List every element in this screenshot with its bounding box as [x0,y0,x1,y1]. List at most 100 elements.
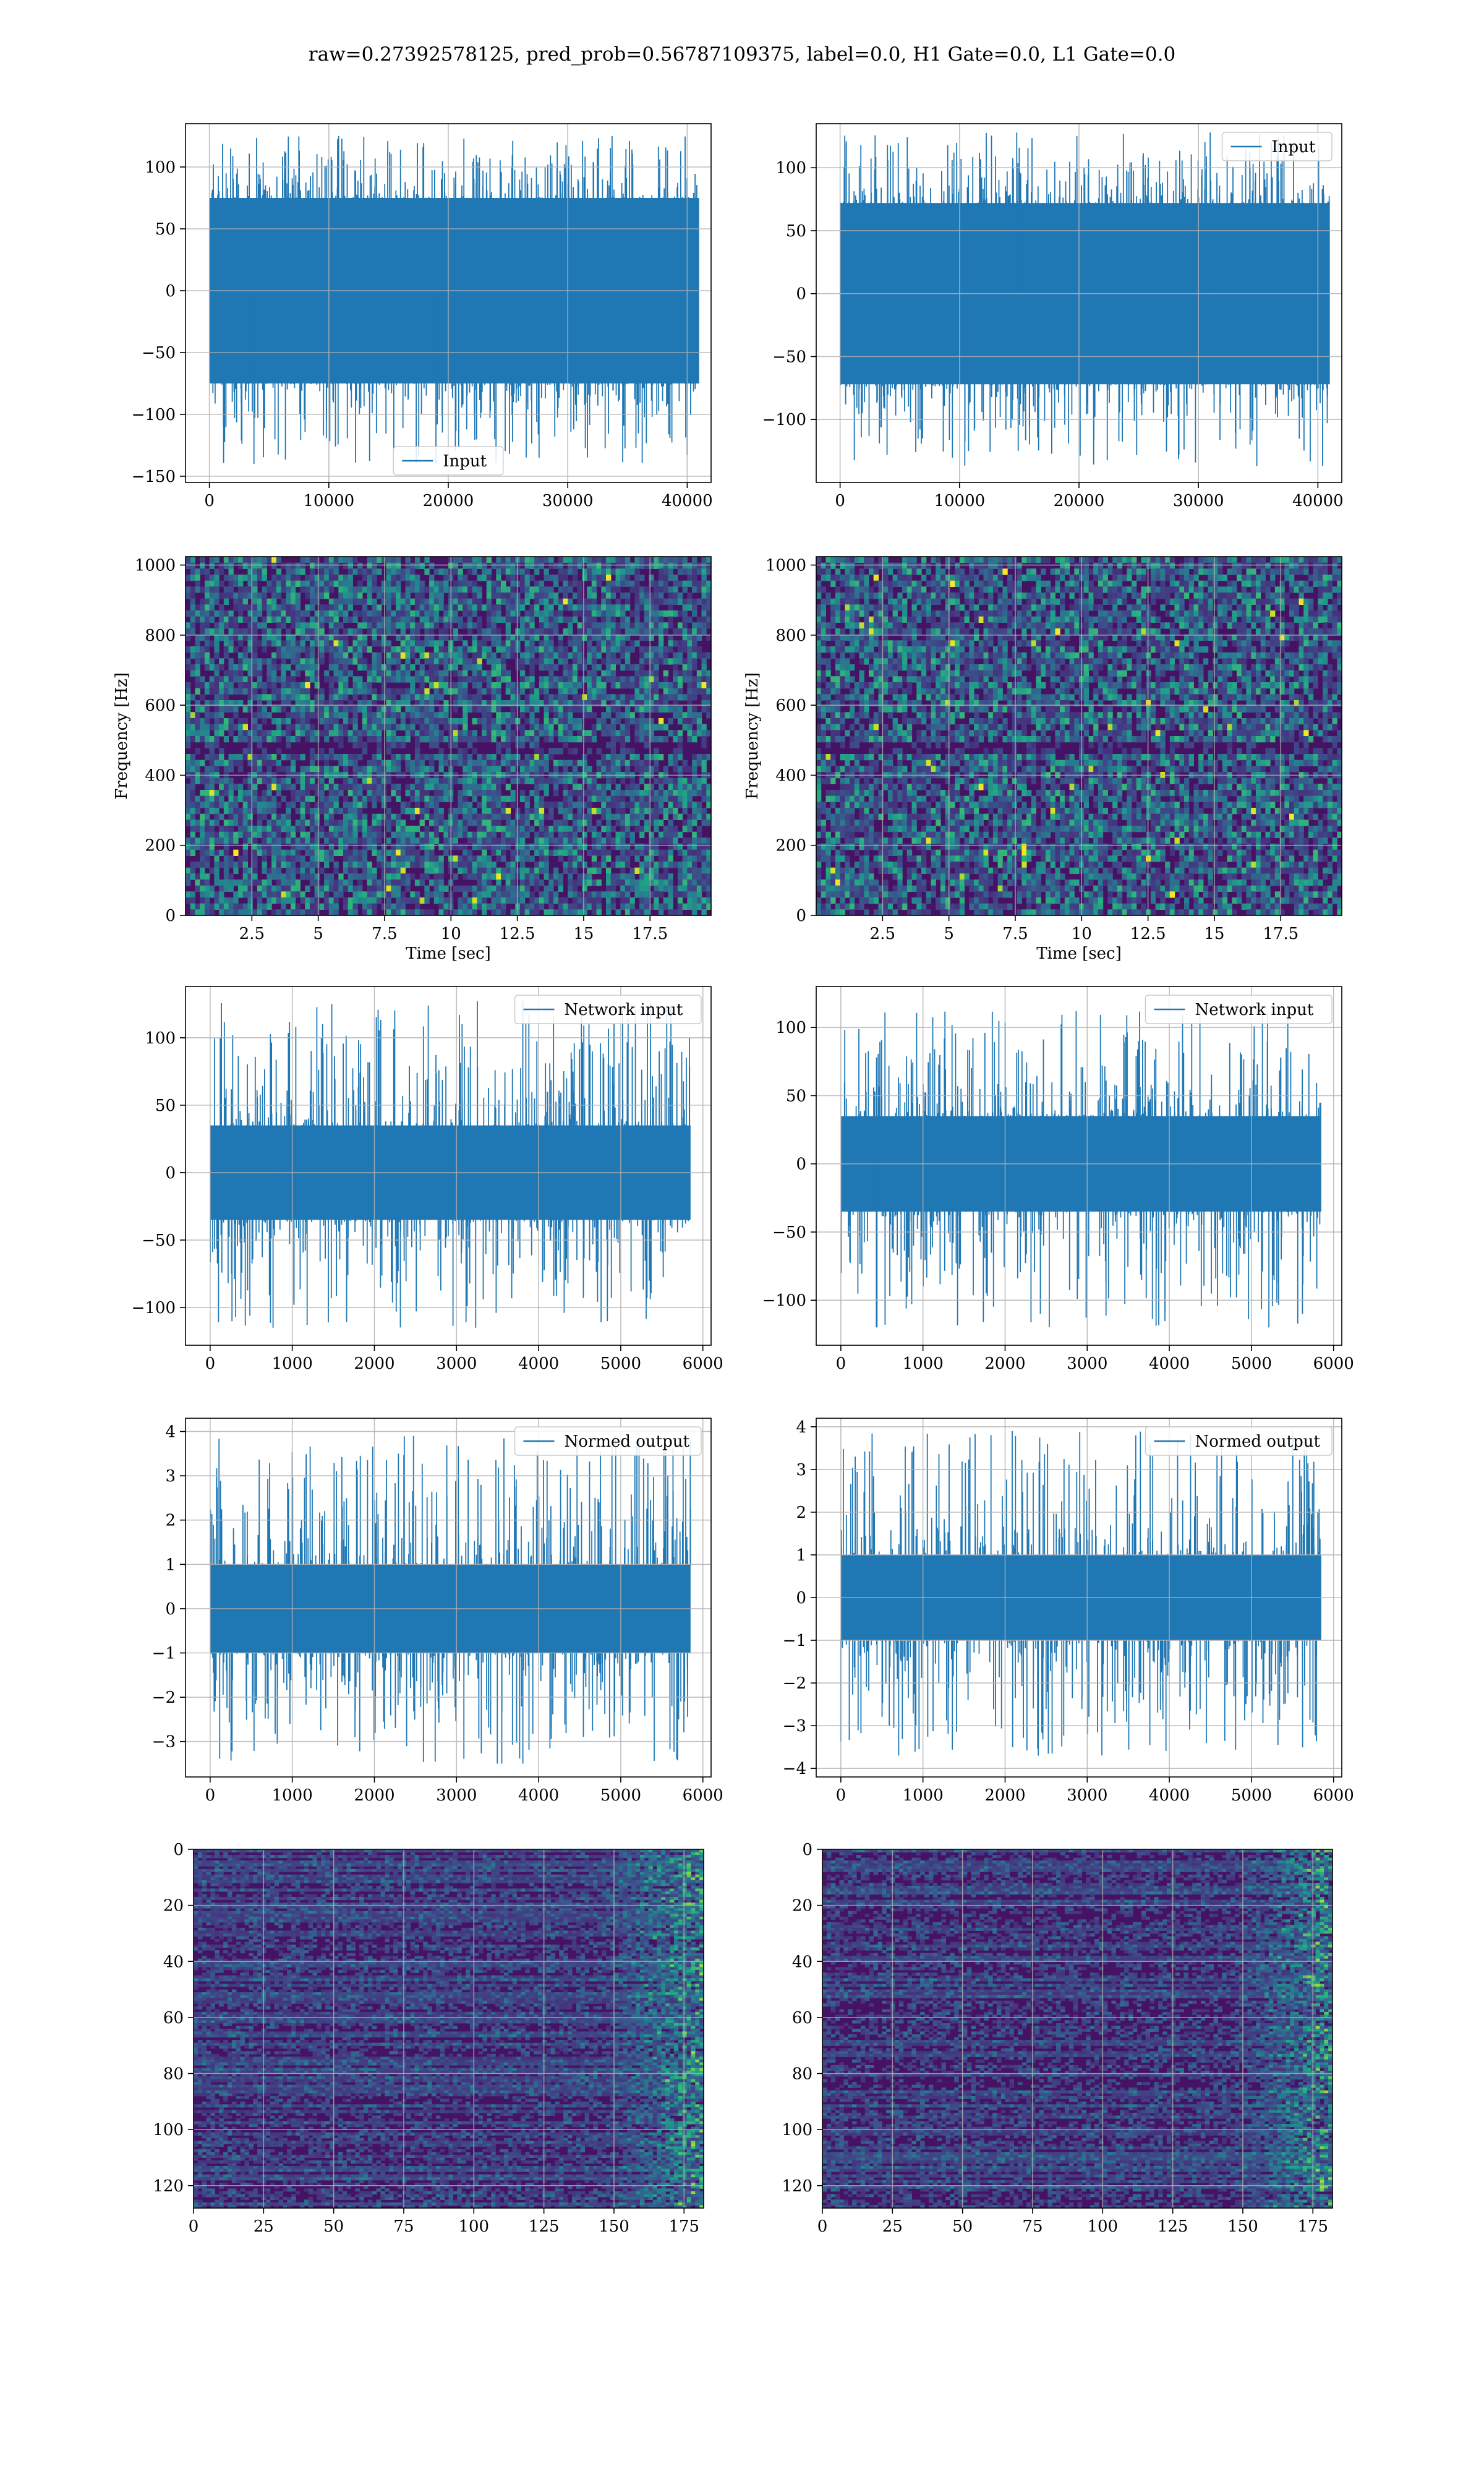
x-tick-label: 12.5 [1130,925,1166,943]
y-tick-label: 20 [792,1897,812,1915]
y-tick-label: 4 [165,1423,176,1441]
x-tick-label: 5 [313,925,323,943]
x-tick-label: 1000 [903,1786,944,1805]
y-tick-label: −50 [142,1231,176,1250]
chart-row4-left: 0100020003000400050006000−3−2−101234Norm… [105,1406,754,1851]
chart-row5-right: 0255075100125150175020406080100120 [742,1837,1376,2282]
y-tick-label: 2 [796,1504,806,1522]
x-tick-label: 40000 [1292,492,1344,510]
legend-label: Normed output [565,1432,690,1451]
y-tick-label: −50 [772,348,806,366]
y-tick-label: −2 [152,1689,176,1707]
x-tick-label: 2000 [984,1355,1025,1373]
y-tick-label: −2 [783,1674,806,1693]
y-tick-label: 200 [145,837,176,855]
y-tick-label: 0 [165,1164,176,1183]
x-tick-label: 5000 [1231,1355,1272,1373]
legend: Input [1222,132,1333,161]
x-tick-label: 7.5 [1002,925,1028,943]
y-tick-label: 0 [173,1841,184,1859]
chart-row2-left: 2.557.51012.51517.502004006008001000Time… [105,544,754,990]
heatmap-cells [816,557,1342,916]
y-tick-label: 100 [782,2121,812,2139]
x-tick-label: 2000 [984,1786,1025,1805]
x-tick-label: 30000 [542,492,594,510]
x-tick-label: 4000 [1149,1786,1190,1805]
y-tick-label: −1 [783,1632,806,1650]
y-tick-label: 0 [165,907,176,925]
x-tick-label: 17.5 [632,925,668,943]
x-tick-label: 7.5 [372,925,397,943]
y-tick-label: 1000 [135,557,176,575]
x-tick-label: 2.5 [239,925,265,943]
y-tick-label: 100 [145,1029,176,1048]
y-tick-label: −100 [132,1299,176,1317]
x-tick-label: 0 [205,1786,216,1805]
legend: Network input [515,995,702,1024]
x-tick-label: 100 [1087,2217,1118,2236]
x-tick-label: 10 [441,925,461,943]
legend-label: Input [1272,138,1316,156]
heatmap-cells [822,1849,1333,2209]
y-tick-label: 1 [165,1556,176,1574]
chart-row5-left: 0255075100125150175020406080100120 [113,1837,747,2282]
y-tick-label: −3 [152,1733,176,1752]
x-tick-label: 3000 [1067,1786,1107,1805]
x-tick-label: 5 [944,925,954,943]
x-tick-label: 30000 [1173,492,1224,510]
y-tick-label: 3 [796,1461,806,1479]
x-tick-label: 15 [573,925,594,943]
x-tick-label: 0 [817,2217,828,2236]
y-tick-label: −50 [142,344,176,362]
x-tick-label: 50 [952,2217,973,2236]
y-tick-label: 50 [155,220,176,239]
x-tick-label: 5000 [1231,1786,1272,1805]
chart-row2-right: 2.557.51012.51517.502004006008001000Time… [736,544,1385,990]
y-tick-label: 40 [792,1953,812,1971]
y-tick-label: 120 [153,2177,184,2196]
chart-row1-left: 010000200003000040000−150−100−50050100In… [105,111,754,557]
x-tick-label: 4000 [1149,1355,1190,1373]
x-tick-label: 0 [205,1355,216,1373]
x-tick-label: 1000 [903,1355,944,1373]
x-tick-label: 0 [836,1786,846,1805]
x-tick-label: 4000 [518,1786,559,1805]
x-tick-label: 1000 [272,1355,313,1373]
y-tick-label: 60 [792,2009,812,2027]
y-tick-label: 2 [165,1512,176,1530]
y-axis-label: Frequency [Hz] [743,672,762,800]
x-axis-label: Time [sec] [406,944,491,963]
y-tick-label: 120 [782,2177,812,2196]
x-tick-label: 0 [189,2217,199,2236]
chart-row4-right: 0100020003000400050006000−4−3−2−101234No… [736,1406,1385,1851]
y-axis-label: Frequency [Hz] [113,672,131,800]
legend-label: Input [443,452,487,471]
y-tick-label: 200 [775,837,806,855]
y-tick-label: 0 [165,1600,176,1619]
x-tick-label: 4000 [518,1355,559,1373]
y-tick-label: 3 [165,1467,176,1486]
y-tick-label: 20 [163,1897,184,1915]
y-tick-label: 0 [165,282,176,301]
y-tick-label: −100 [762,411,806,429]
y-tick-label: 1000 [765,557,806,575]
y-tick-label: 0 [796,1155,806,1174]
legend: Normed output [1146,1427,1333,1455]
x-tick-label: 150 [599,2217,629,2236]
x-tick-label: 1000 [272,1786,313,1805]
y-tick-label: 0 [796,285,806,304]
y-tick-label: −1 [152,1645,176,1663]
x-axis-label: Time [sec] [1036,944,1122,963]
x-tick-label: 3000 [436,1355,477,1373]
x-tick-label: 2.5 [870,925,895,943]
y-tick-label: 600 [145,696,176,715]
legend-label: Network input [1195,1001,1314,1019]
y-tick-label: 400 [145,766,176,785]
legend: Normed output [515,1427,702,1455]
x-tick-label: 75 [393,2217,414,2236]
y-tick-label: 4 [796,1418,806,1437]
x-tick-label: 5000 [600,1786,641,1805]
x-tick-label: 150 [1227,2217,1258,2236]
x-tick-label: 0 [204,492,215,510]
y-tick-label: −100 [132,406,176,424]
